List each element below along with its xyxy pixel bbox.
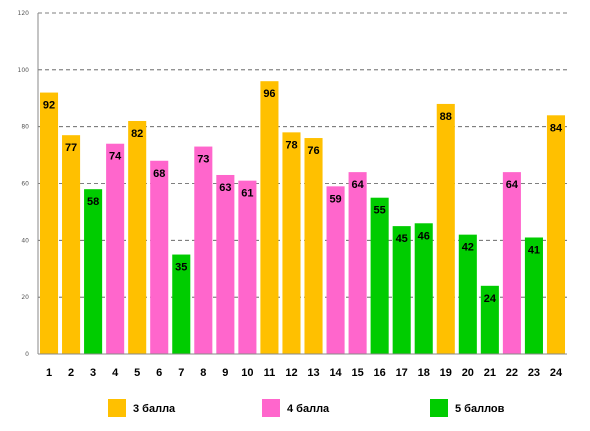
data-label-19: 88 [440, 111, 452, 123]
bar-24 [546, 115, 566, 354]
data-label-9: 63 [219, 182, 231, 194]
bar-14 [326, 186, 345, 354]
data-label-12: 78 [285, 139, 297, 151]
x-tick-label-2: 2 [68, 367, 74, 379]
x-tick-label-7: 7 [178, 367, 184, 379]
bar-22 [502, 172, 521, 354]
x-tick-label-11: 11 [264, 367, 276, 379]
data-label-17: 45 [396, 233, 408, 245]
data-label-11: 96 [263, 88, 275, 100]
bar-16 [370, 197, 389, 354]
data-label-20: 42 [462, 242, 474, 254]
bar-8 [194, 146, 213, 354]
x-tick-label-19: 19 [440, 367, 452, 379]
legend: 3 балла 4 балла 5 баллов [108, 399, 505, 417]
x-tick-label-14: 14 [329, 367, 342, 379]
bar-7 [172, 254, 191, 354]
data-label-14: 59 [329, 193, 341, 205]
bar-12 [282, 132, 301, 354]
legend-label-3: 5 баллов [455, 403, 505, 415]
bar-6 [150, 160, 169, 354]
bar-4 [106, 143, 125, 354]
x-axis-ticks: 1 2 3 4 5 6 7 8 9 10 11 12 13 14 15 16 17 18 19 20 21 22 23 24 [46, 367, 563, 379]
data-label-24: 84 [550, 122, 563, 134]
x-tick-label-4: 4 [112, 367, 119, 379]
legend-label-2: 4 балла [287, 403, 330, 415]
data-label-7: 35 [175, 262, 187, 274]
x-tick-label-18: 18 [418, 367, 430, 379]
x-tick-label-3: 3 [90, 367, 96, 379]
y-tick-label: 80 [21, 124, 29, 131]
data-label-15: 64 [351, 179, 364, 191]
data-label-18: 46 [418, 230, 430, 242]
bars [39, 81, 566, 355]
x-tick-label-17: 17 [396, 367, 408, 379]
bar-2 [62, 135, 81, 354]
data-label-16: 55 [374, 205, 386, 217]
legend-label-1: 3 балла [133, 403, 176, 415]
bar-18 [414, 223, 433, 354]
y-tick-label: 40 [21, 237, 29, 244]
x-tick-label-9: 9 [222, 367, 228, 379]
bar-19 [436, 103, 455, 354]
bar-5 [128, 120, 147, 354]
data-label-10: 61 [241, 188, 253, 200]
y-tick-label: 100 [18, 67, 30, 74]
bar-10 [238, 180, 257, 354]
y-tick-label: 120 [18, 10, 30, 17]
data-labels: 92 77 58 74 82 68 35 73 63 61 96 78 76 59 64 55 45 46 88 42… [43, 88, 563, 305]
y-tick-label: 0 [25, 351, 29, 358]
data-label-2: 77 [65, 142, 77, 154]
data-label-22: 64 [506, 179, 519, 191]
y-tick-label: 60 [21, 181, 29, 188]
bar-1 [39, 92, 59, 355]
x-tick-label-23: 23 [528, 367, 540, 379]
data-label-1: 92 [43, 100, 55, 112]
data-label-13: 76 [307, 145, 319, 157]
data-label-5: 82 [131, 128, 143, 140]
bar-20 [458, 234, 477, 354]
x-tick-label-15: 15 [351, 367, 363, 379]
x-tick-label-13: 13 [307, 367, 319, 379]
x-tick-label-5: 5 [134, 367, 140, 379]
legend-swatch-3 [430, 399, 448, 417]
legend-swatch-2 [262, 399, 280, 417]
x-tick-label-20: 20 [462, 367, 474, 379]
bar-11 [260, 81, 279, 354]
bar-13 [304, 138, 323, 354]
data-label-21: 24 [484, 293, 497, 305]
bar-23 [524, 237, 543, 354]
bar-17 [392, 226, 411, 354]
data-label-8: 73 [197, 154, 209, 166]
bar-15 [348, 172, 367, 354]
x-tick-label-10: 10 [241, 367, 253, 379]
x-tick-label-12: 12 [285, 367, 297, 379]
axes [37, 13, 567, 355]
data-label-23: 41 [528, 244, 540, 256]
data-label-3: 58 [87, 196, 99, 208]
x-tick-label-1: 1 [46, 367, 52, 379]
y-axis-ticks: 0 20 40 60 80 100 120 [18, 10, 30, 358]
x-tick-label-16: 16 [374, 367, 386, 379]
legend-swatch-1 [108, 399, 126, 417]
data-label-6: 68 [153, 168, 165, 180]
bar-9 [216, 174, 235, 354]
bar-21 [480, 285, 499, 354]
x-tick-label-24: 24 [550, 367, 563, 379]
data-label-4: 74 [109, 151, 122, 163]
x-tick-label-8: 8 [200, 367, 206, 379]
x-tick-label-22: 22 [506, 367, 518, 379]
x-tick-label-21: 21 [484, 367, 496, 379]
y-tick-label: 20 [21, 294, 29, 301]
bar-3 [84, 189, 103, 354]
x-tick-label-6: 6 [156, 367, 162, 379]
